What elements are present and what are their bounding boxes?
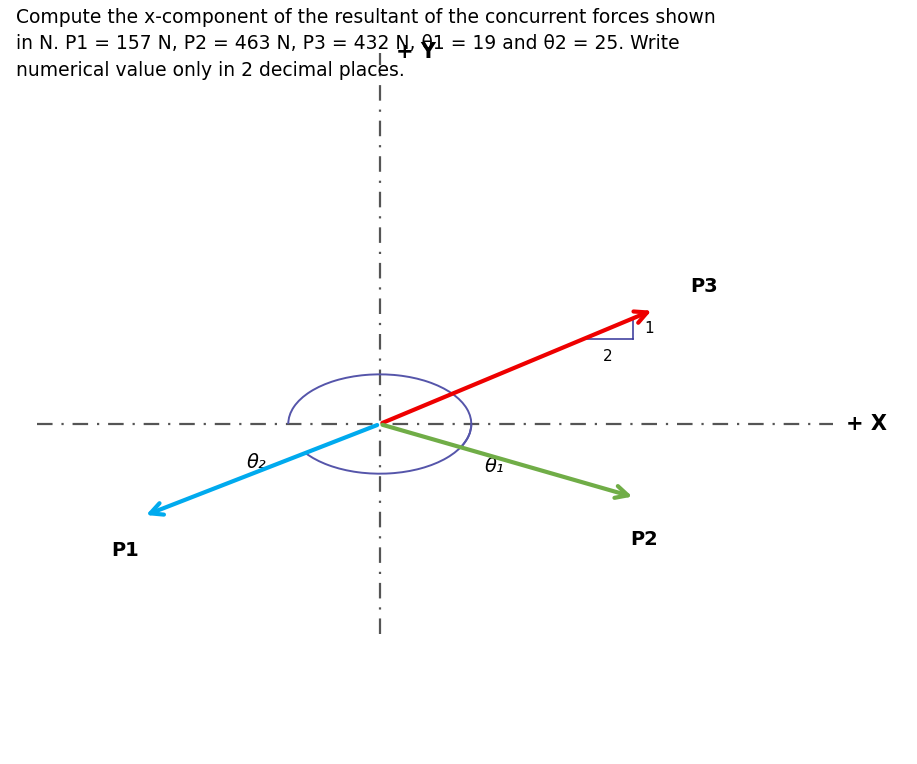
Text: 2: 2 — [603, 348, 613, 364]
Text: 1: 1 — [645, 321, 655, 336]
Text: P2: P2 — [630, 530, 658, 549]
Text: + X: + X — [846, 414, 888, 434]
Text: P1: P1 — [111, 541, 139, 560]
Text: Compute the x-component of the resultant of the concurrent forces shown
in N. P1: Compute the x-component of the resultant… — [17, 8, 716, 79]
Text: θ₂: θ₂ — [247, 453, 266, 471]
Text: + Y: + Y — [396, 42, 436, 62]
Text: θ₁: θ₁ — [484, 457, 504, 475]
Text: P3: P3 — [691, 277, 718, 296]
